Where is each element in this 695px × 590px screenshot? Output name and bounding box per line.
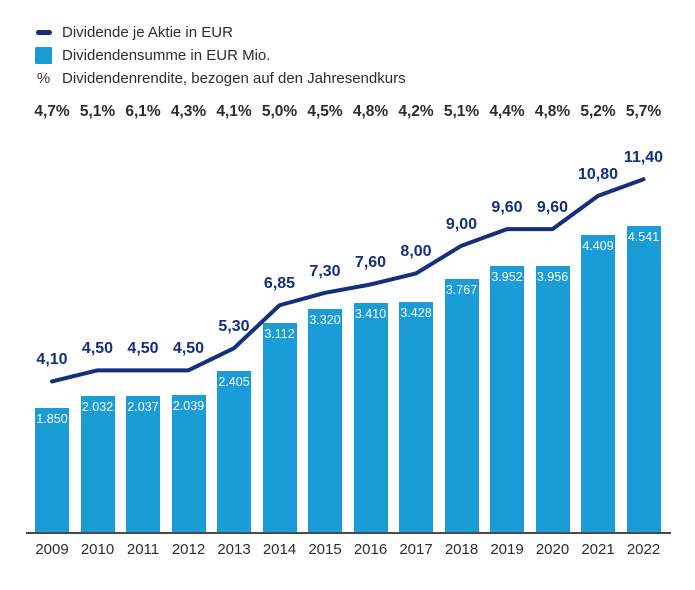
percent-value: 4,7% bbox=[34, 103, 70, 120]
bar-swatch-shape bbox=[35, 47, 52, 64]
legend: Dividende je Aktie in EUR Dividendensumm… bbox=[35, 24, 406, 87]
bar: 3.956 bbox=[535, 265, 570, 533]
line-value-label: 4,50 bbox=[127, 340, 159, 358]
bar: 4.409 bbox=[581, 235, 615, 533]
x-axis-label: 2010 bbox=[80, 541, 115, 558]
x-axis-label: 2020 bbox=[535, 541, 570, 558]
percent-value: 4,3% bbox=[170, 103, 207, 120]
x-axis-label: 2021 bbox=[581, 541, 615, 558]
bar: 2.039 bbox=[171, 395, 206, 533]
percent-value: 4,8% bbox=[534, 103, 571, 120]
x-axis-label: 2009 bbox=[35, 541, 69, 558]
bar-value-label: 2.039 bbox=[172, 399, 205, 414]
line-value-label: 11,40 bbox=[623, 149, 664, 167]
line-value-label: 9,00 bbox=[445, 215, 478, 233]
x-axis-label: 2018 bbox=[444, 541, 479, 558]
x-axis-label: 2015 bbox=[308, 541, 342, 558]
percent-value: 4,2% bbox=[398, 103, 434, 120]
bar: 3.112 bbox=[262, 322, 297, 533]
legend-label-line: Dividende je Aktie in EUR bbox=[62, 24, 233, 41]
percent-symbol-glyph: % bbox=[36, 70, 51, 87]
x-axis-label: 2012 bbox=[171, 541, 206, 558]
bar-value-label: 3.428 bbox=[400, 305, 432, 320]
legend-label-percent: Dividendenrendite, bezogen auf den Jahre… bbox=[62, 70, 406, 87]
line-swatch-icon bbox=[35, 24, 52, 41]
bar: 1.850 bbox=[35, 408, 69, 533]
bar-value-label: 3.112 bbox=[264, 326, 295, 341]
bar: 3.767 bbox=[444, 278, 479, 533]
x-axis-label: 2017 bbox=[399, 541, 433, 558]
line-value-label: 6,85 bbox=[263, 275, 296, 293]
legend-item-percent: % Dividendenrendite, bezogen auf den Jah… bbox=[35, 70, 406, 87]
percent-value: 4,1% bbox=[216, 103, 252, 120]
x-axis-label: 2022 bbox=[626, 541, 661, 558]
line-value-label: 8,00 bbox=[400, 243, 432, 261]
percent-value: 5,0% bbox=[261, 103, 298, 120]
bar-value-label: 3.767 bbox=[445, 282, 478, 297]
bar-value-label: 1.850 bbox=[36, 412, 68, 427]
x-axis-label: 2013 bbox=[217, 541, 251, 558]
bar-value-label: 2.405 bbox=[218, 374, 250, 389]
line-value-label: 4,10 bbox=[36, 351, 68, 369]
x-axis-label: 2011 bbox=[126, 541, 160, 558]
bar-value-label: 3.952 bbox=[491, 270, 523, 285]
bar-swatch-icon bbox=[35, 47, 52, 64]
legend-item-line: Dividende je Aktie in EUR bbox=[35, 24, 406, 41]
x-axis-label: 2014 bbox=[262, 541, 297, 558]
line-value-label: 5,30 bbox=[218, 318, 250, 336]
bar: 3.320 bbox=[308, 308, 342, 533]
bar: 4.541 bbox=[626, 226, 661, 533]
line-value-label: 7,60 bbox=[354, 254, 387, 272]
bar: 3.428 bbox=[399, 301, 433, 533]
percent-value: 4,4% bbox=[489, 103, 525, 120]
bar-value-label: 3.410 bbox=[354, 306, 387, 321]
bar-value-label: 3.956 bbox=[536, 269, 569, 284]
percent-value: 5,7% bbox=[625, 103, 662, 120]
line-value-label: 9,60 bbox=[536, 199, 569, 217]
line-value-label: 10,80 bbox=[577, 165, 619, 183]
bar: 2.037 bbox=[126, 395, 160, 533]
percent-symbol: % bbox=[35, 70, 52, 87]
percent-value: 4,8% bbox=[352, 103, 389, 120]
x-axis-line bbox=[26, 532, 671, 534]
line-value-label: 4,50 bbox=[81, 340, 114, 358]
bar: 3.410 bbox=[353, 302, 388, 533]
x-axis-label: 2016 bbox=[353, 541, 388, 558]
bar-value-label: 2.037 bbox=[127, 399, 159, 414]
percent-value: 6,1% bbox=[125, 103, 161, 120]
bar: 2.405 bbox=[217, 370, 251, 533]
percent-value: 5,1% bbox=[79, 103, 116, 120]
line-value-label: 9,60 bbox=[491, 199, 523, 217]
percent-value: 5,2% bbox=[580, 103, 616, 120]
legend-item-bar: Dividendensumme in EUR Mio. bbox=[35, 47, 406, 64]
bar-value-label: 4.541 bbox=[627, 230, 660, 245]
bar-value-label: 4.409 bbox=[582, 239, 614, 254]
line-value-label: 4,50 bbox=[172, 340, 205, 358]
bar-value-label: 2.032 bbox=[81, 399, 114, 414]
percent-value: 4,5% bbox=[307, 103, 343, 120]
bar-value-label: 3.320 bbox=[309, 312, 341, 327]
bar: 2.032 bbox=[80, 395, 115, 533]
line-swatch-shape bbox=[35, 30, 52, 35]
legend-label-bar: Dividendensumme in EUR Mio. bbox=[62, 47, 271, 64]
percent-value: 5,1% bbox=[443, 103, 480, 120]
line-value-label: 7,30 bbox=[309, 262, 341, 280]
bar: 3.952 bbox=[490, 266, 524, 533]
x-axis-label: 2019 bbox=[490, 541, 524, 558]
